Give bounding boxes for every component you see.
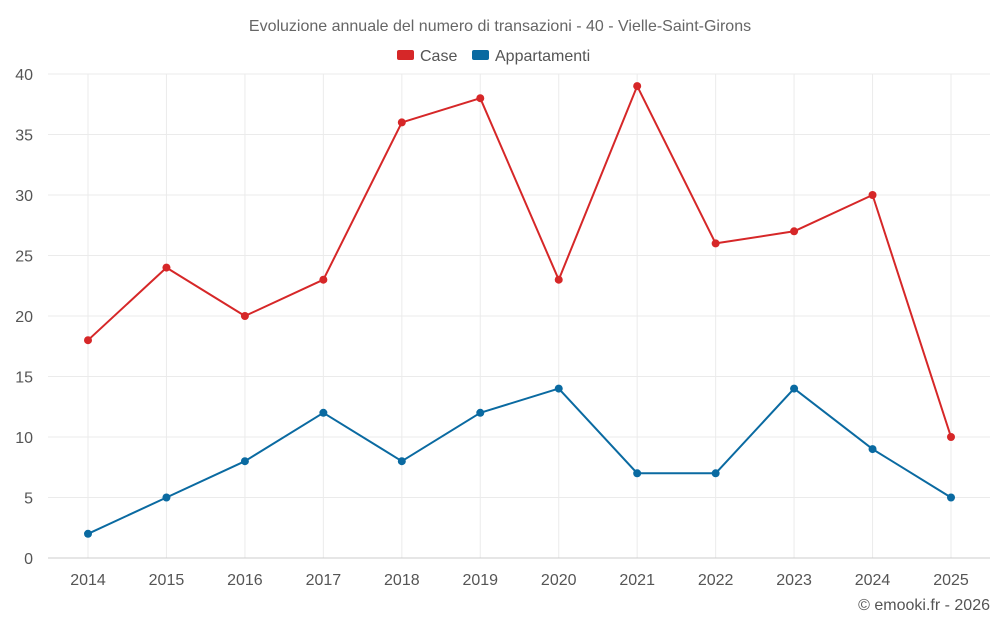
x-tick-label: 2020 bbox=[541, 572, 577, 589]
data-point-appartamenti bbox=[633, 469, 642, 478]
data-point-appartamenti bbox=[554, 384, 563, 393]
y-tick-label: 35 bbox=[15, 128, 33, 145]
series-line-appartamenti bbox=[87, 387, 952, 535]
x-tick-label: 2021 bbox=[619, 572, 655, 589]
data-point-case bbox=[790, 227, 799, 236]
data-point-case bbox=[319, 275, 328, 284]
data-point-case bbox=[240, 312, 249, 320]
grid bbox=[48, 73, 990, 559]
legend-label-case: Case bbox=[420, 48, 457, 65]
y-tick-label: 0 bbox=[24, 551, 33, 568]
y-tick-label: 25 bbox=[15, 249, 33, 266]
y-tick-label: 15 bbox=[15, 370, 33, 387]
y-tick-label: 20 bbox=[15, 309, 33, 326]
x-tick-label: 2022 bbox=[698, 572, 734, 589]
y-tick-label: 30 bbox=[15, 188, 33, 205]
x-tick-label: 2018 bbox=[384, 572, 420, 589]
data-point-appartamenti bbox=[162, 493, 171, 502]
x-tick-label: 2023 bbox=[776, 572, 812, 589]
data-point-case bbox=[397, 118, 406, 127]
data-point-case bbox=[711, 239, 720, 248]
x-tick-label: 2016 bbox=[227, 572, 263, 589]
y-tick-label: 5 bbox=[24, 491, 33, 508]
data-point-case bbox=[947, 433, 955, 441]
x-tick-label: 2014 bbox=[70, 572, 106, 589]
data-point-appartamenti bbox=[947, 493, 955, 502]
data-point-case bbox=[476, 94, 485, 103]
data-point-case bbox=[633, 82, 642, 91]
data-point-case bbox=[162, 263, 171, 272]
x-tick-label: 2015 bbox=[149, 572, 185, 589]
y-tick-label: 10 bbox=[15, 430, 33, 447]
data-point-case bbox=[554, 275, 563, 284]
data-point-case bbox=[868, 191, 877, 199]
data-point-appartamenti bbox=[476, 408, 485, 417]
x-tick-label: 2025 bbox=[933, 572, 969, 589]
chart-title: Evoluzione annuale del numero di transaz… bbox=[249, 18, 751, 35]
y-tick-label: 40 bbox=[15, 67, 33, 84]
data-point-appartamenti bbox=[711, 469, 720, 478]
legend: Case Appartamenti bbox=[397, 48, 590, 65]
x-tick-label: 2017 bbox=[306, 572, 342, 589]
x-tick-label: 2024 bbox=[855, 572, 891, 589]
y-axis: 0 5 10 15 20 25 30 35 40 bbox=[15, 67, 33, 568]
data-point-appartamenti bbox=[868, 445, 877, 454]
data-point-appartamenti bbox=[397, 457, 406, 466]
x-axis: 2014 2015 2016 2017 2018 2019 2020 2021 2022 2023… bbox=[70, 572, 969, 589]
data-point-appartamenti bbox=[319, 408, 328, 417]
data-point-appartamenti bbox=[790, 384, 799, 393]
data-point-case bbox=[84, 336, 92, 345]
series-group bbox=[84, 82, 955, 538]
data-point-appartamenti bbox=[240, 457, 249, 466]
legend-label-appartamenti: Appartamenti bbox=[495, 48, 590, 65]
legend-swatch-case bbox=[397, 50, 414, 60]
footer-credit: © emooki.fr - 2026 bbox=[858, 597, 990, 614]
x-tick-label: 2019 bbox=[462, 572, 498, 589]
legend-swatch-appartamenti bbox=[472, 50, 489, 60]
series-line-case bbox=[87, 85, 952, 438]
data-point-appartamenti bbox=[84, 529, 92, 538]
